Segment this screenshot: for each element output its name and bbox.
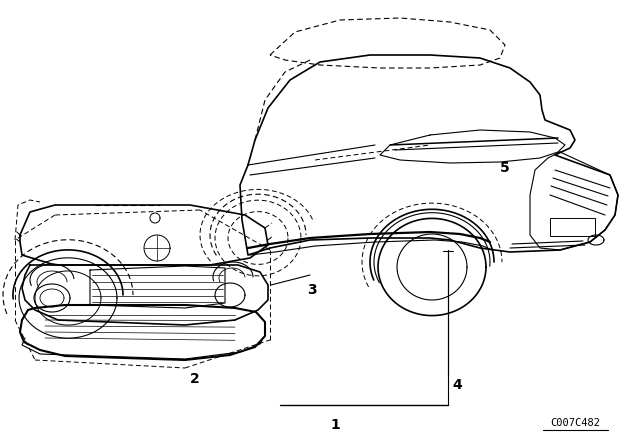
Bar — [550, 218, 595, 236]
Text: 2: 2 — [190, 372, 200, 386]
Text: C007C482: C007C482 — [550, 418, 600, 428]
Text: 5: 5 — [500, 161, 510, 175]
Text: 4: 4 — [452, 378, 461, 392]
Text: 3: 3 — [307, 283, 317, 297]
Text: 1: 1 — [330, 418, 340, 432]
